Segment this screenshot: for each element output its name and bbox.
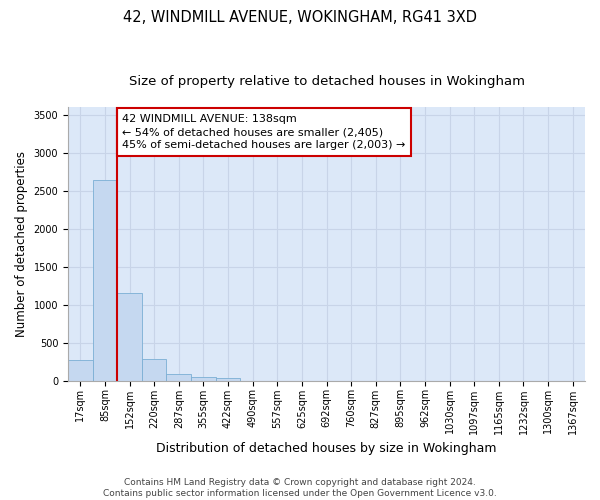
Bar — [92, 180, 117, 380]
Y-axis label: Number of detached properties: Number of detached properties — [15, 151, 28, 337]
Bar — [68, 360, 92, 380]
Bar — [191, 377, 216, 380]
Title: Size of property relative to detached houses in Wokingham: Size of property relative to detached ho… — [128, 75, 524, 88]
Bar — [166, 374, 191, 380]
X-axis label: Distribution of detached houses by size in Wokingham: Distribution of detached houses by size … — [156, 442, 497, 455]
Bar — [117, 293, 142, 380]
Text: 42 WINDMILL AVENUE: 138sqm
← 54% of detached houses are smaller (2,405)
45% of s: 42 WINDMILL AVENUE: 138sqm ← 54% of deta… — [122, 114, 406, 150]
Text: Contains HM Land Registry data © Crown copyright and database right 2024.
Contai: Contains HM Land Registry data © Crown c… — [103, 478, 497, 498]
Bar — [142, 359, 166, 380]
Text: 42, WINDMILL AVENUE, WOKINGHAM, RG41 3XD: 42, WINDMILL AVENUE, WOKINGHAM, RG41 3XD — [123, 10, 477, 25]
Bar — [216, 378, 241, 380]
